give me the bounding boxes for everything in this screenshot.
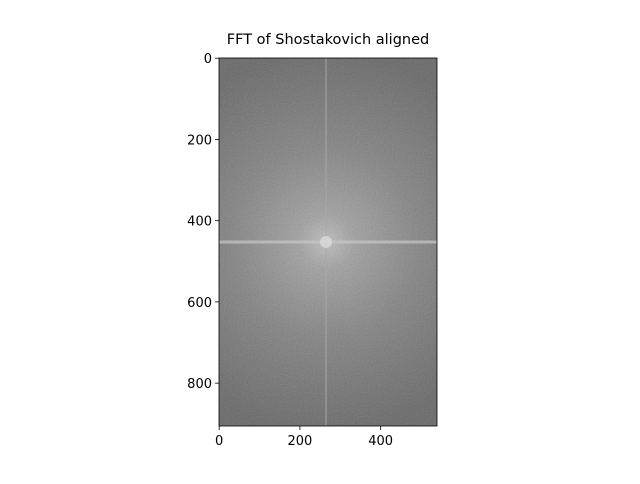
x-tick-label: 400 — [368, 434, 393, 449]
fft-image — [219, 58, 437, 426]
chart-title: FFT of Shostakovich aligned — [227, 32, 429, 48]
center-peak — [320, 236, 332, 248]
y-tick-label: 0 — [204, 52, 212, 67]
x-tick-label: 200 — [288, 434, 313, 449]
axes-frame — [218, 57, 438, 427]
y-tick-label: 200 — [187, 133, 212, 148]
x-tick-label: 0 — [215, 434, 223, 449]
y-tick-label: 400 — [187, 215, 212, 230]
y-tick-label: 600 — [187, 296, 212, 311]
y-tick-label: 800 — [187, 377, 212, 392]
